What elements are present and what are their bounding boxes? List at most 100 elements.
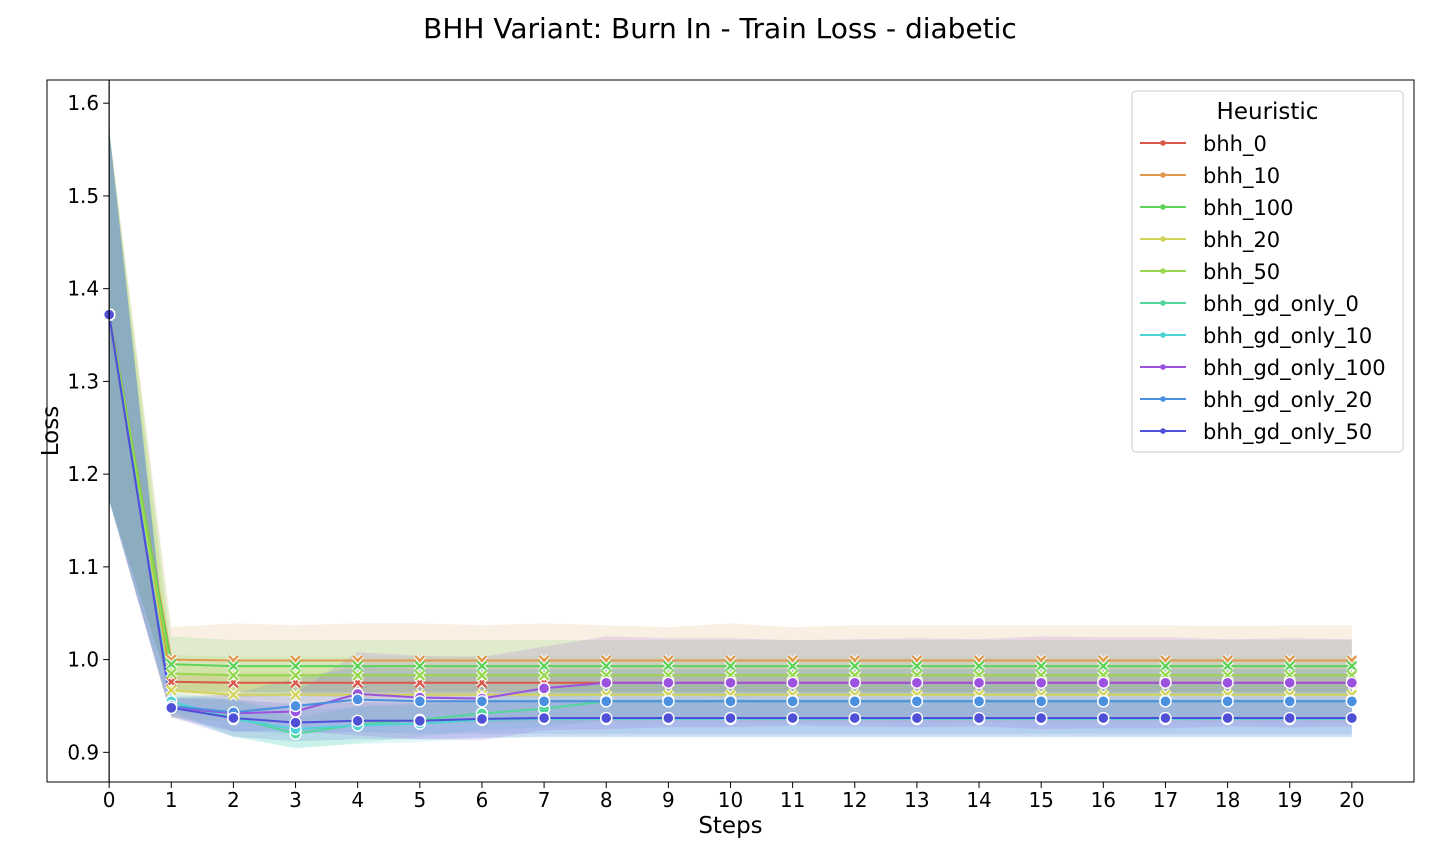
point-bhh_gd_only_50: [413, 714, 427, 727]
legend-box: [1131, 90, 1404, 453]
x-tick-label: 14: [966, 788, 991, 812]
point-bhh_gd_only_100: [1159, 676, 1172, 689]
point-bhh_gd_only_20: [1283, 695, 1296, 708]
legend-marker: [1160, 140, 1166, 146]
y-tick-label: 1.3: [67, 369, 99, 393]
point-bhh_50: [538, 669, 551, 682]
point-bhh_gd_only_50: [165, 701, 178, 715]
point-bhh_gd_only_100: [1097, 676, 1110, 689]
point-bhh_100: [662, 659, 675, 673]
point-bhh_100: [1221, 659, 1234, 673]
y-tick-label: 1.6: [67, 91, 99, 115]
point-bhh_gd_only_50: [972, 711, 986, 725]
legend-item-bhh_gd_only_100: bhh_gd_only_100: [1140, 356, 1386, 381]
point-bhh_100: [1345, 659, 1358, 673]
legend-item-bhh_100: bhh_100: [1140, 196, 1294, 221]
point-bhh_gd_only_20: [1345, 695, 1359, 708]
point-bhh_gd_only_100: [1345, 676, 1359, 689]
legend: Heuristic bhh_0 bhh_10 bhh_100 bhh_20 bhh_50b…: [1131, 90, 1404, 453]
x-axis-label: Steps: [698, 813, 762, 839]
legend-label: bhh_0: [1203, 132, 1267, 157]
point-bhh_gd_only_20: [786, 695, 799, 708]
point-bhh_gd_only_20: [351, 693, 364, 706]
point-bhh_100: [351, 659, 364, 673]
point-bhh_gd_only_50: [848, 711, 861, 725]
legend-label: bhh_100: [1203, 196, 1294, 221]
point-bhh_50: [165, 667, 178, 680]
x-tick-label: 8: [600, 788, 613, 812]
point-bhh_gd_only_20: [289, 699, 302, 713]
point-bhh_gd_only_20: [413, 695, 427, 708]
point-bhh_gd_only_20: [724, 695, 737, 708]
point-bhh_100: [848, 659, 861, 673]
legend-item-bhh_gd_only_10: bhh_gd_only_10: [1140, 324, 1372, 349]
point-bhh_gd_only_50: [1283, 711, 1296, 725]
x-tick-label: 0: [103, 788, 116, 812]
band-bhh_10: [109, 129, 1352, 698]
point-bhh_gd_only_100: [724, 676, 737, 689]
y-tick-label: 1.5: [67, 184, 99, 208]
legend-label: bhh_10: [1203, 164, 1280, 189]
legend-marker: [1160, 268, 1166, 274]
legend-marker: [1160, 236, 1166, 242]
legend-item-bhh_gd_only_0: bhh_gd_only_0: [1140, 292, 1359, 317]
x-tick-label: 18: [1215, 788, 1240, 812]
point-bhh_100: [165, 658, 178, 671]
point-bhh_gd_only_50: [724, 711, 737, 725]
x-tick-label: 11: [780, 788, 805, 812]
point-bhh_100: [600, 659, 613, 673]
point-bhh_gd_only_50: [600, 711, 613, 725]
x-tick-label: 5: [413, 788, 426, 812]
point-bhh_20: [289, 688, 302, 701]
series-markers: [102, 308, 1359, 740]
point-bhh_gd_only_20: [1159, 695, 1172, 708]
legend-item-bhh_0: bhh_0: [1140, 132, 1267, 157]
point-bhh_gd_only_20: [910, 695, 924, 708]
x-tick-label: 7: [538, 788, 551, 812]
point-bhh_gd_only_50: [1159, 711, 1172, 725]
point-bhh_gd_only_100: [786, 676, 799, 689]
point-bhh_100: [538, 659, 551, 673]
point-bhh_gd_only_100: [600, 676, 613, 689]
point-bhh_gd_only_100: [972, 676, 986, 689]
point-bhh_100: [786, 659, 799, 673]
x-tick-label: 12: [842, 788, 867, 812]
axes: 0 1 2 3 4 5 6 7 8 9 10 11 12 13 14 15 16 17 18 19 200.91.01.…: [38, 79, 1415, 839]
point-bhh_gd_only_20: [848, 695, 861, 708]
y-axis-label: Loss: [38, 406, 64, 456]
x-tick-label: 6: [476, 788, 489, 812]
point-bhh_gd_only_50: [289, 716, 302, 729]
point-bhh_gd_only_50: [1034, 711, 1048, 725]
point-bhh_gd_only_50: [1097, 711, 1110, 725]
point-bhh_gd_only_50: [227, 711, 240, 725]
legend-item-bhh_50: bhh_50: [1140, 260, 1280, 285]
point-bhh_100: [1159, 659, 1172, 673]
chart-title: BHH Variant: Burn In - Train Loss - diab…: [423, 12, 1017, 45]
point-bhh_50: [475, 669, 489, 682]
point-bhh_gd_only_100: [1283, 676, 1296, 689]
x-tick-label: 10: [718, 788, 743, 812]
legend-label: bhh_gd_only_100: [1203, 356, 1386, 381]
point-bhh_20: [227, 688, 240, 701]
point-bhh_gd_only_50: [1345, 711, 1359, 725]
point-bhh_gd_only_100: [537, 682, 551, 695]
legend-label: bhh_50: [1203, 260, 1280, 285]
x-tick-label: 3: [289, 788, 302, 812]
y-tick-label: 1.2: [67, 462, 99, 486]
point-bhh_gd_only_50: [910, 711, 924, 725]
legend-marker: [1160, 396, 1166, 402]
point-bhh_gd_only_20: [972, 695, 986, 708]
point-bhh_gd_only_100: [848, 676, 861, 689]
point-bhh_gd_only_100: [1221, 676, 1234, 689]
x-tick-label: 1: [165, 788, 178, 812]
point-bhh_100: [1097, 659, 1110, 673]
point-bhh_100: [910, 659, 923, 673]
x-tick-label: 20: [1339, 788, 1364, 812]
point-bhh_gd_only_100: [910, 676, 924, 689]
point-bhh_100: [227, 659, 240, 673]
x-tick-label: 13: [904, 788, 929, 812]
legend-marker: [1160, 172, 1166, 178]
legend-label: bhh_gd_only_20: [1203, 388, 1372, 413]
point-bhh_gd_only_20: [475, 695, 489, 708]
x-tick-label: 17: [1153, 788, 1178, 812]
